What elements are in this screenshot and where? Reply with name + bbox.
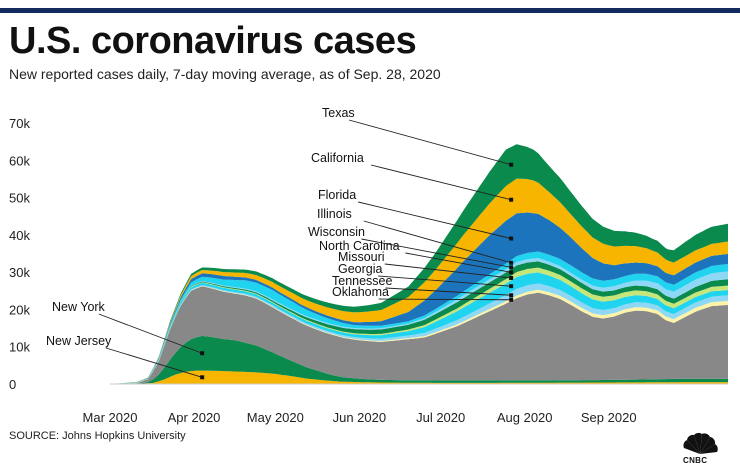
area-illinois [110, 251, 728, 384]
area-wisconsin [110, 258, 728, 384]
annotation-marker-new-jersey [200, 375, 205, 380]
y-tick-label: 10k [9, 340, 30, 355]
annotation-marker-north-carolina [509, 270, 514, 275]
y-axis: 0 10k 20k 30k 40k 50k 60k 70k [9, 116, 30, 392]
x-tick-label: Sep 2020 [581, 410, 637, 425]
area-layer [110, 144, 728, 384]
annotation-label-new-york: New York [52, 300, 106, 314]
cnbc-peacock-icon [683, 432, 718, 454]
annotation-leader-new-jersey [105, 347, 203, 378]
x-tick-label: Mar 2020 [83, 410, 138, 425]
annotation-marker-california [509, 197, 514, 202]
annotation-marker-georgia [509, 284, 514, 289]
annotation-leader-florida [358, 201, 512, 239]
top-rule [0, 8, 740, 13]
area-georgia [110, 272, 728, 384]
x-tick-label: Jun 2020 [333, 410, 387, 425]
x-tick-label: May 2020 [247, 410, 304, 425]
annotation-leader-north-carolina [405, 252, 512, 273]
y-tick-label: 40k [9, 228, 30, 243]
x-axis: Mar 2020 Apr 2020 May 2020 Jun 2020 Jul 2020… [83, 383, 728, 425]
area-new-york [110, 335, 728, 384]
x-tick-label: Aug 2020 [497, 410, 553, 425]
annotation-label-california: California [311, 151, 364, 165]
annotation-layer: TexasCaliforniaFloridaIllinoisWisconsinN… [46, 106, 514, 380]
area-north-carolina [110, 261, 728, 384]
annotation-leader-wisconsin [361, 238, 512, 268]
annotation-marker-oklahoma [509, 297, 514, 302]
annotation-label-oklahoma: Oklahoma [332, 285, 389, 299]
area-new-jersey [110, 370, 728, 384]
y-tick-label: 50k [9, 191, 30, 206]
area-florida [110, 212, 728, 384]
annotation-leader-missouri [384, 263, 512, 279]
annotation-marker-texas [509, 162, 514, 167]
area-other-states [110, 286, 728, 384]
annotation-leader-illinois [363, 220, 512, 264]
annotation-leader-new-york [98, 313, 203, 354]
x-tick-label: Apr 2020 [168, 410, 221, 425]
annotation-leader-tennessee [385, 287, 512, 296]
annotation-label-tennessee: Tennessee [332, 274, 393, 288]
annotation-label-florida: Florida [318, 188, 356, 202]
y-tick-label: 60k [9, 153, 30, 168]
annotation-label-new-jersey: New Jersey [46, 334, 112, 348]
annotation-label-illinois: Illinois [317, 207, 352, 221]
annotation-label-missouri: Missouri [338, 250, 385, 264]
annotation-label-wisconsin: Wisconsin [308, 225, 365, 239]
y-tick-label: 20k [9, 302, 30, 317]
y-tick-label: 30k [9, 265, 30, 280]
annotation-marker-florida [509, 236, 514, 241]
annotation-leader-texas [348, 119, 512, 166]
area-california [110, 178, 728, 384]
annotation-marker-illinois [509, 260, 514, 265]
x-tick-label: Jul 2020 [416, 410, 465, 425]
annotation-leader-georgia [378, 275, 512, 287]
cnbc-logo-text: CNBC [683, 456, 708, 465]
chart-subtitle: New reported cases daily, 7-day moving a… [9, 66, 441, 82]
source-note: SOURCE: Johns Hopkins University [9, 430, 186, 442]
y-tick-label: 70k [9, 116, 30, 131]
annotation-leader-california [370, 164, 512, 201]
y-tick-label: 0 [9, 377, 16, 392]
annotation-label-georgia: Georgia [338, 262, 383, 276]
chart-title: U.S. coronavirus cases [9, 20, 417, 62]
annotation-label-texas: Texas [322, 106, 355, 120]
annotation-leader-oklahoma [378, 298, 512, 301]
area-texas [110, 144, 728, 384]
annotation-marker-missouri [509, 276, 514, 281]
annotation-marker-new-york [200, 351, 205, 356]
annotation-marker-tennessee [509, 293, 514, 298]
annotation-marker-wisconsin [509, 265, 514, 270]
annotation-label-north-carolina: North Carolina [319, 239, 400, 253]
